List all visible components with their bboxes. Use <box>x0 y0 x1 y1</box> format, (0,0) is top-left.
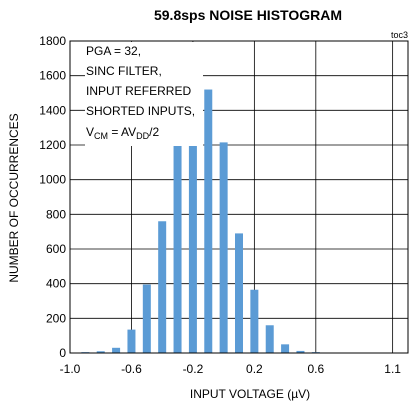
vcm-tail: /2 <box>149 125 159 139</box>
vcm-eq: = AV <box>108 125 136 139</box>
bar-7 <box>188 62 197 354</box>
bar-14 <box>296 350 305 353</box>
y-tick-label-8: 1600 <box>39 69 66 83</box>
y-axis-label: NUMBER OF OCCURRENCES <box>7 113 21 282</box>
x-tick-labels: -1.0 -0.6 -0.2 0.2 0.6 1.1 <box>60 362 402 376</box>
bar-1 <box>96 351 105 353</box>
y-tick-labels: 0 200 400 600 800 1000 1200 1400 1600 1800 <box>39 34 66 360</box>
vcm-v: V <box>86 125 94 139</box>
y-tick-label-1: 200 <box>46 311 66 325</box>
y-tick-label-6: 1200 <box>39 138 66 152</box>
toc-tag: toc3 <box>391 30 408 40</box>
chart-title: 59.8sps NOISE HISTOGRAM <box>154 7 342 23</box>
x-tick-label-1: -0.6 <box>121 362 142 376</box>
bar-10 <box>235 233 243 353</box>
y-tick-label-5: 1000 <box>39 173 66 187</box>
y-tick-label-3: 600 <box>46 242 66 256</box>
bar-5 <box>158 221 167 353</box>
annotation-line-4: SHORTED INPUTS, <box>86 104 195 118</box>
x-tick-label-3: 0.2 <box>246 362 263 376</box>
bar-9 <box>219 142 228 353</box>
annotation-line-1: PGA = 32, <box>86 44 141 58</box>
plot-frame <box>69 40 409 354</box>
x-tick-label-4: 0.6 <box>307 362 324 376</box>
annotation-vcm: VCM = AVDD/2 <box>86 125 159 141</box>
vcm-sub-cm: CM <box>94 131 108 141</box>
x-tick-label-0: -1.0 <box>60 362 81 376</box>
bar-12 <box>265 325 274 353</box>
bars-group <box>81 62 320 354</box>
y-tick-label-9: 1800 <box>39 34 66 48</box>
bar-4 <box>142 284 151 353</box>
x-tick-label-2: -0.2 <box>183 362 204 376</box>
y-tick-label-7: 1400 <box>39 103 66 117</box>
vcm-sub-dd: DD <box>136 131 149 141</box>
annotation-line-2: SINC FILTER, <box>86 64 162 78</box>
bar-2 <box>112 347 121 353</box>
bar-13 <box>281 344 290 353</box>
x-axis-label: INPUT VOLTAGE (µV) <box>190 387 310 401</box>
x-tick-label-5: 1.1 <box>384 362 401 376</box>
annotation-box: PGA = 32, SINC FILTER, INPUT REFERRED SH… <box>85 42 203 146</box>
annotation-line-3: INPUT REFERRED <box>86 84 191 98</box>
bar-11 <box>250 289 259 353</box>
y-tick-label-2: 400 <box>46 277 66 291</box>
bar-8 <box>204 89 213 354</box>
y-tick-label-0: 0 <box>59 346 66 360</box>
bar-3 <box>127 329 136 353</box>
y-tick-label-4: 800 <box>46 207 66 221</box>
bar-6 <box>173 144 182 353</box>
annotation-background <box>85 42 203 146</box>
